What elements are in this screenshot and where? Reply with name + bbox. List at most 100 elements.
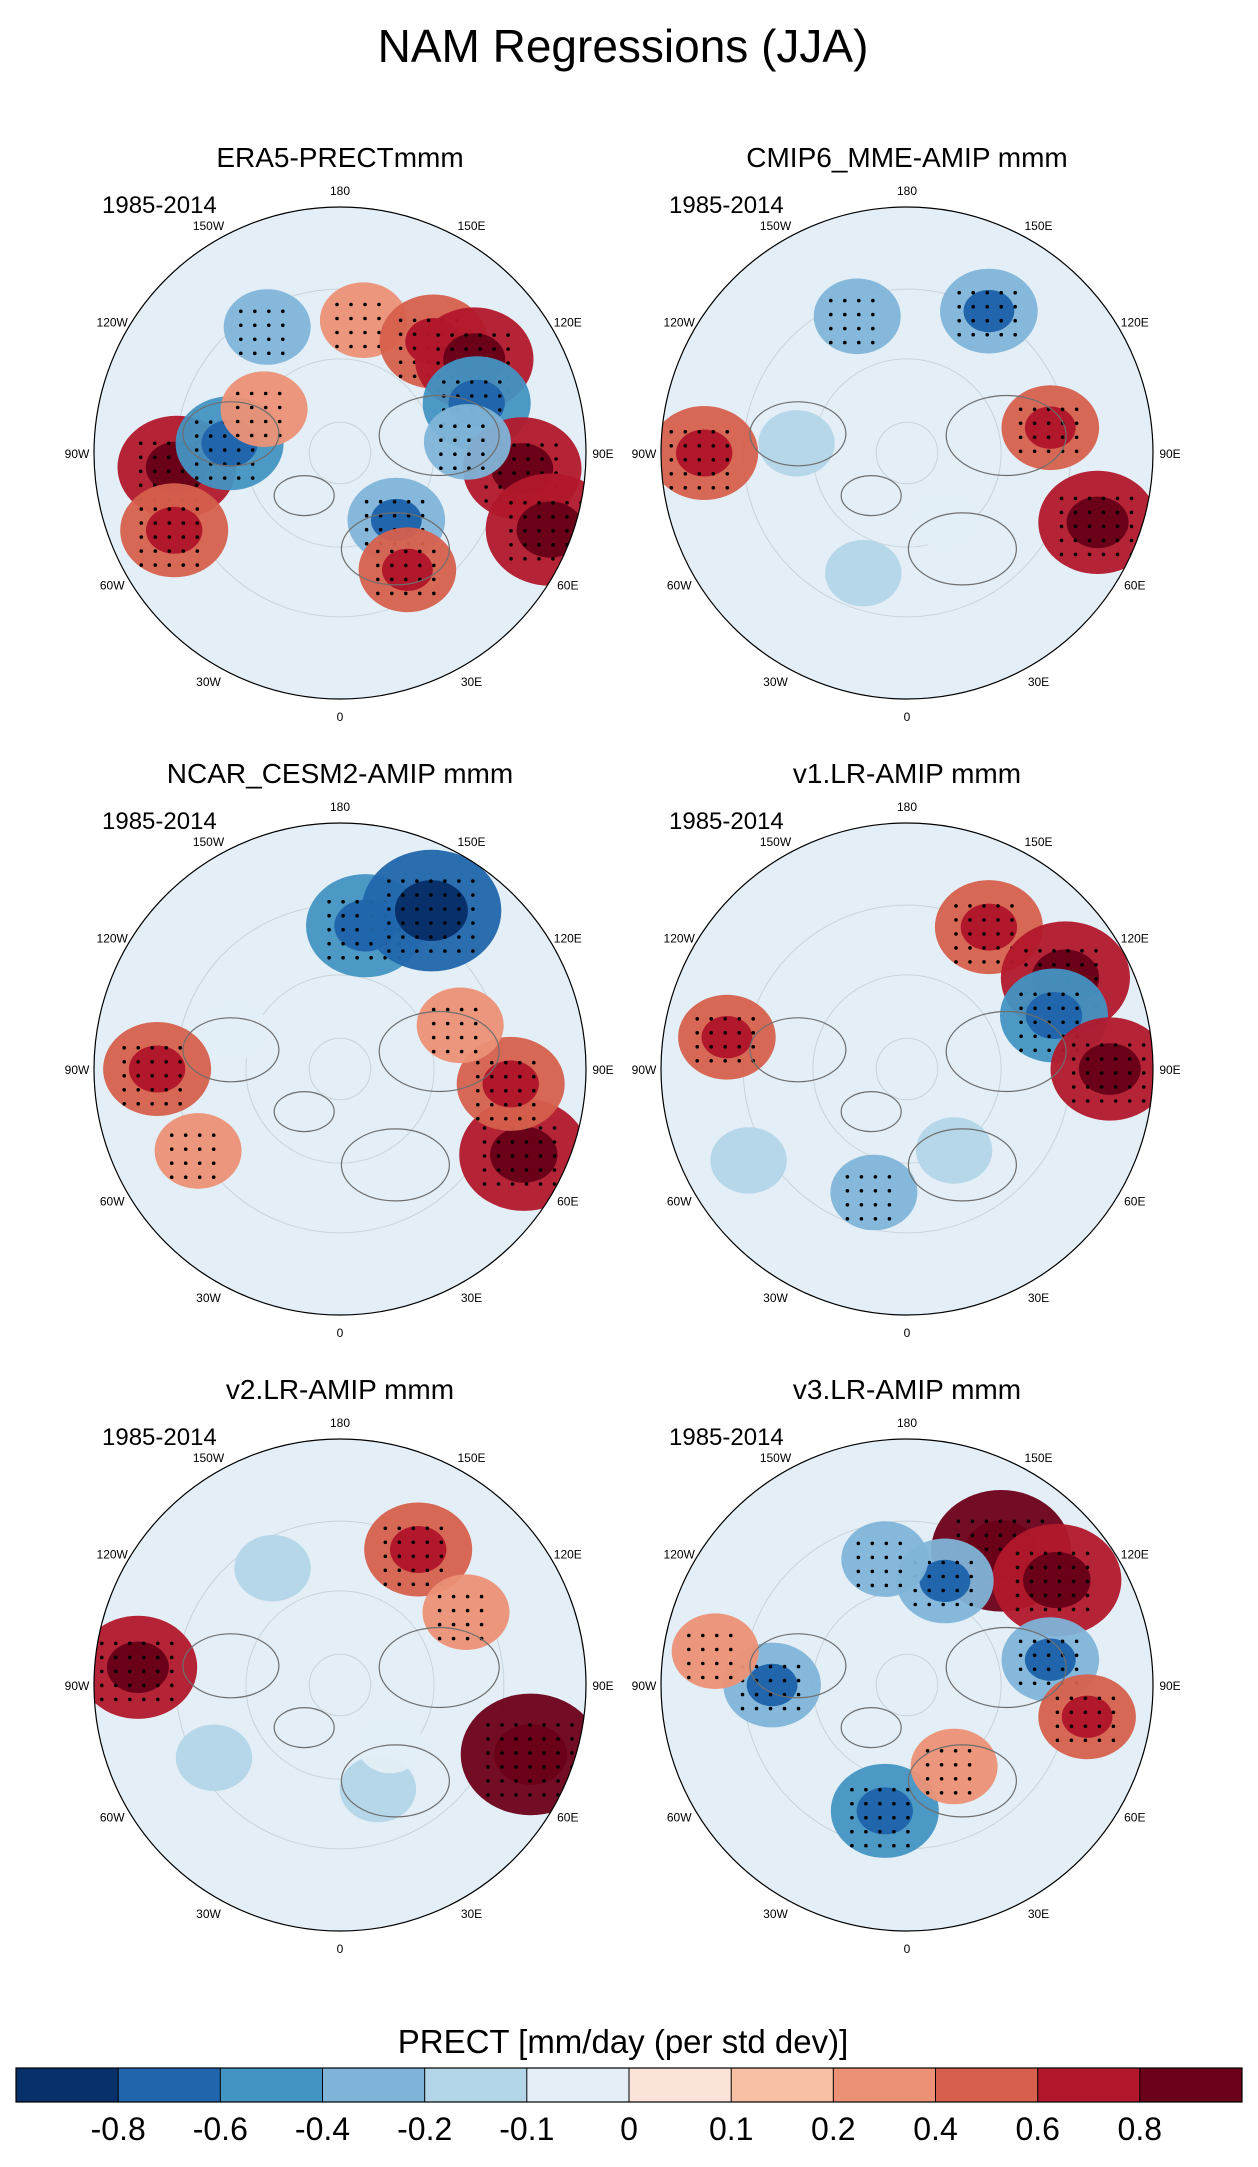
- stipple-dot: [169, 1133, 174, 1137]
- stipple-dot: [1029, 1579, 1034, 1584]
- map-boundary: [93, 1438, 587, 1932]
- stipple-dot: [498, 408, 502, 412]
- stipple-dot: [856, 1541, 861, 1546]
- stipple-dot: [150, 1060, 154, 1064]
- anomaly-blob: [758, 410, 835, 477]
- stipple-dot: [967, 1763, 972, 1767]
- stipple-dot: [878, 1801, 882, 1806]
- coastline: [273, 1090, 335, 1133]
- stipple-dot: [570, 1793, 574, 1797]
- stipple-dot: [542, 1779, 546, 1783]
- stipple-dot: [439, 452, 443, 457]
- stipple-dot: [253, 351, 257, 356]
- stipple-dot: [540, 457, 544, 461]
- stipple-dot: [514, 1723, 518, 1727]
- stipple-dot: [142, 1683, 146, 1688]
- longitude-label: 90E: [592, 1679, 613, 1693]
- stipple-dot: [236, 448, 241, 452]
- stipple-dot: [968, 932, 972, 936]
- stipple-dot: [142, 1697, 146, 1702]
- stipple-dot: [138, 469, 143, 474]
- stipple-dot: [1046, 435, 1051, 440]
- stipple-dot: [1071, 1071, 1076, 1075]
- stipple-dot: [768, 1706, 773, 1711]
- stipple-dot: [856, 1555, 861, 1560]
- stipple-dot: [697, 486, 702, 490]
- stipple-dot: [445, 1007, 450, 1012]
- stipple-dot: [669, 472, 674, 476]
- stipple-dot: [183, 1161, 188, 1165]
- stipple-dot: [194, 434, 199, 438]
- stipple-dot: [715, 1675, 719, 1680]
- map-panel: v2.LR-AMIP mmm 1985-2014 180 150E 120E 90E 60E…: [65, 1374, 614, 1956]
- stipple-dot: [1074, 1667, 1079, 1672]
- stipple-dot: [843, 340, 847, 345]
- stipple-dot: [500, 1751, 504, 1755]
- stipple-dot: [496, 1182, 501, 1186]
- stipple-dot: [1059, 496, 1064, 501]
- longitude-label: 90W: [632, 1063, 657, 1077]
- stipple-dot: [164, 1102, 168, 1106]
- stipple-dot: [439, 1540, 444, 1545]
- latitude-ring: [308, 1653, 372, 1717]
- stipple-dot: [1083, 1724, 1088, 1729]
- stipple-dot: [156, 1683, 160, 1688]
- stipple-dot: [170, 1655, 174, 1660]
- stipple-dot: [459, 1049, 464, 1054]
- stipple-dot: [537, 557, 541, 561]
- stipple-dot: [971, 290, 975, 295]
- stipple-dot: [532, 1102, 536, 1107]
- stipple-dot: [509, 557, 513, 561]
- panel-period: 1985-2014: [669, 808, 784, 835]
- stipple-dot: [1099, 1043, 1104, 1047]
- stipple-dot: [443, 893, 447, 897]
- stipple-dot: [843, 312, 847, 317]
- longitude-label: 60E: [557, 1195, 578, 1209]
- stipple-dot: [701, 1661, 705, 1666]
- stipple-dot: [253, 309, 257, 314]
- field-layer: [661, 823, 1153, 1315]
- stipple-dot: [169, 1147, 174, 1151]
- stipple-dot: [464, 347, 468, 351]
- stipple-dot: [142, 1669, 146, 1674]
- stipple-dot: [1111, 1724, 1116, 1729]
- stipple-dot: [473, 1049, 478, 1054]
- stipple-dot: [1074, 449, 1079, 454]
- stipple-dot: [1097, 1696, 1102, 1701]
- stipple-dot: [953, 1791, 958, 1795]
- stipple-dot: [954, 904, 958, 908]
- stipple-dot: [1101, 496, 1106, 501]
- longitude-label: 120W: [97, 932, 129, 946]
- stipple-dot: [998, 1533, 1003, 1538]
- stipple-dot: [1029, 1551, 1034, 1556]
- colorbar-tick-label: -0.8: [91, 2111, 146, 2147]
- stipple-dot: [482, 1168, 487, 1172]
- stipple-dot: [128, 1641, 132, 1646]
- stipple-dot: [850, 1787, 854, 1792]
- stipple-dot: [1059, 552, 1064, 557]
- stipple-dot: [398, 360, 403, 365]
- stipple-dot: [327, 899, 331, 904]
- stipple-dot: [152, 441, 157, 446]
- stipple-dot: [415, 935, 419, 939]
- stipple-dot: [697, 472, 702, 476]
- stipple-dot: [701, 1633, 705, 1638]
- stipple-dot: [167, 563, 172, 567]
- stipple-dot: [181, 563, 186, 567]
- stipple-dot: [669, 430, 674, 434]
- stipple-dot: [751, 1017, 755, 1021]
- stipple-dot: [457, 879, 461, 883]
- stipple-dot: [884, 1541, 889, 1546]
- stipple-dot: [941, 1588, 945, 1593]
- stipple-dot: [376, 563, 380, 568]
- longitude-label: 60W: [100, 1195, 125, 1209]
- stipple-dot: [450, 347, 454, 351]
- stipple-dot: [114, 1641, 118, 1646]
- stipple-dot: [528, 1793, 532, 1797]
- stipple-dot: [859, 1175, 864, 1179]
- longitude-label: 180: [897, 800, 917, 814]
- longitude-label: 150E: [457, 219, 485, 233]
- stipple-dot: [1032, 421, 1037, 426]
- stipple-dot: [376, 591, 380, 596]
- stipple-dot: [709, 1017, 713, 1021]
